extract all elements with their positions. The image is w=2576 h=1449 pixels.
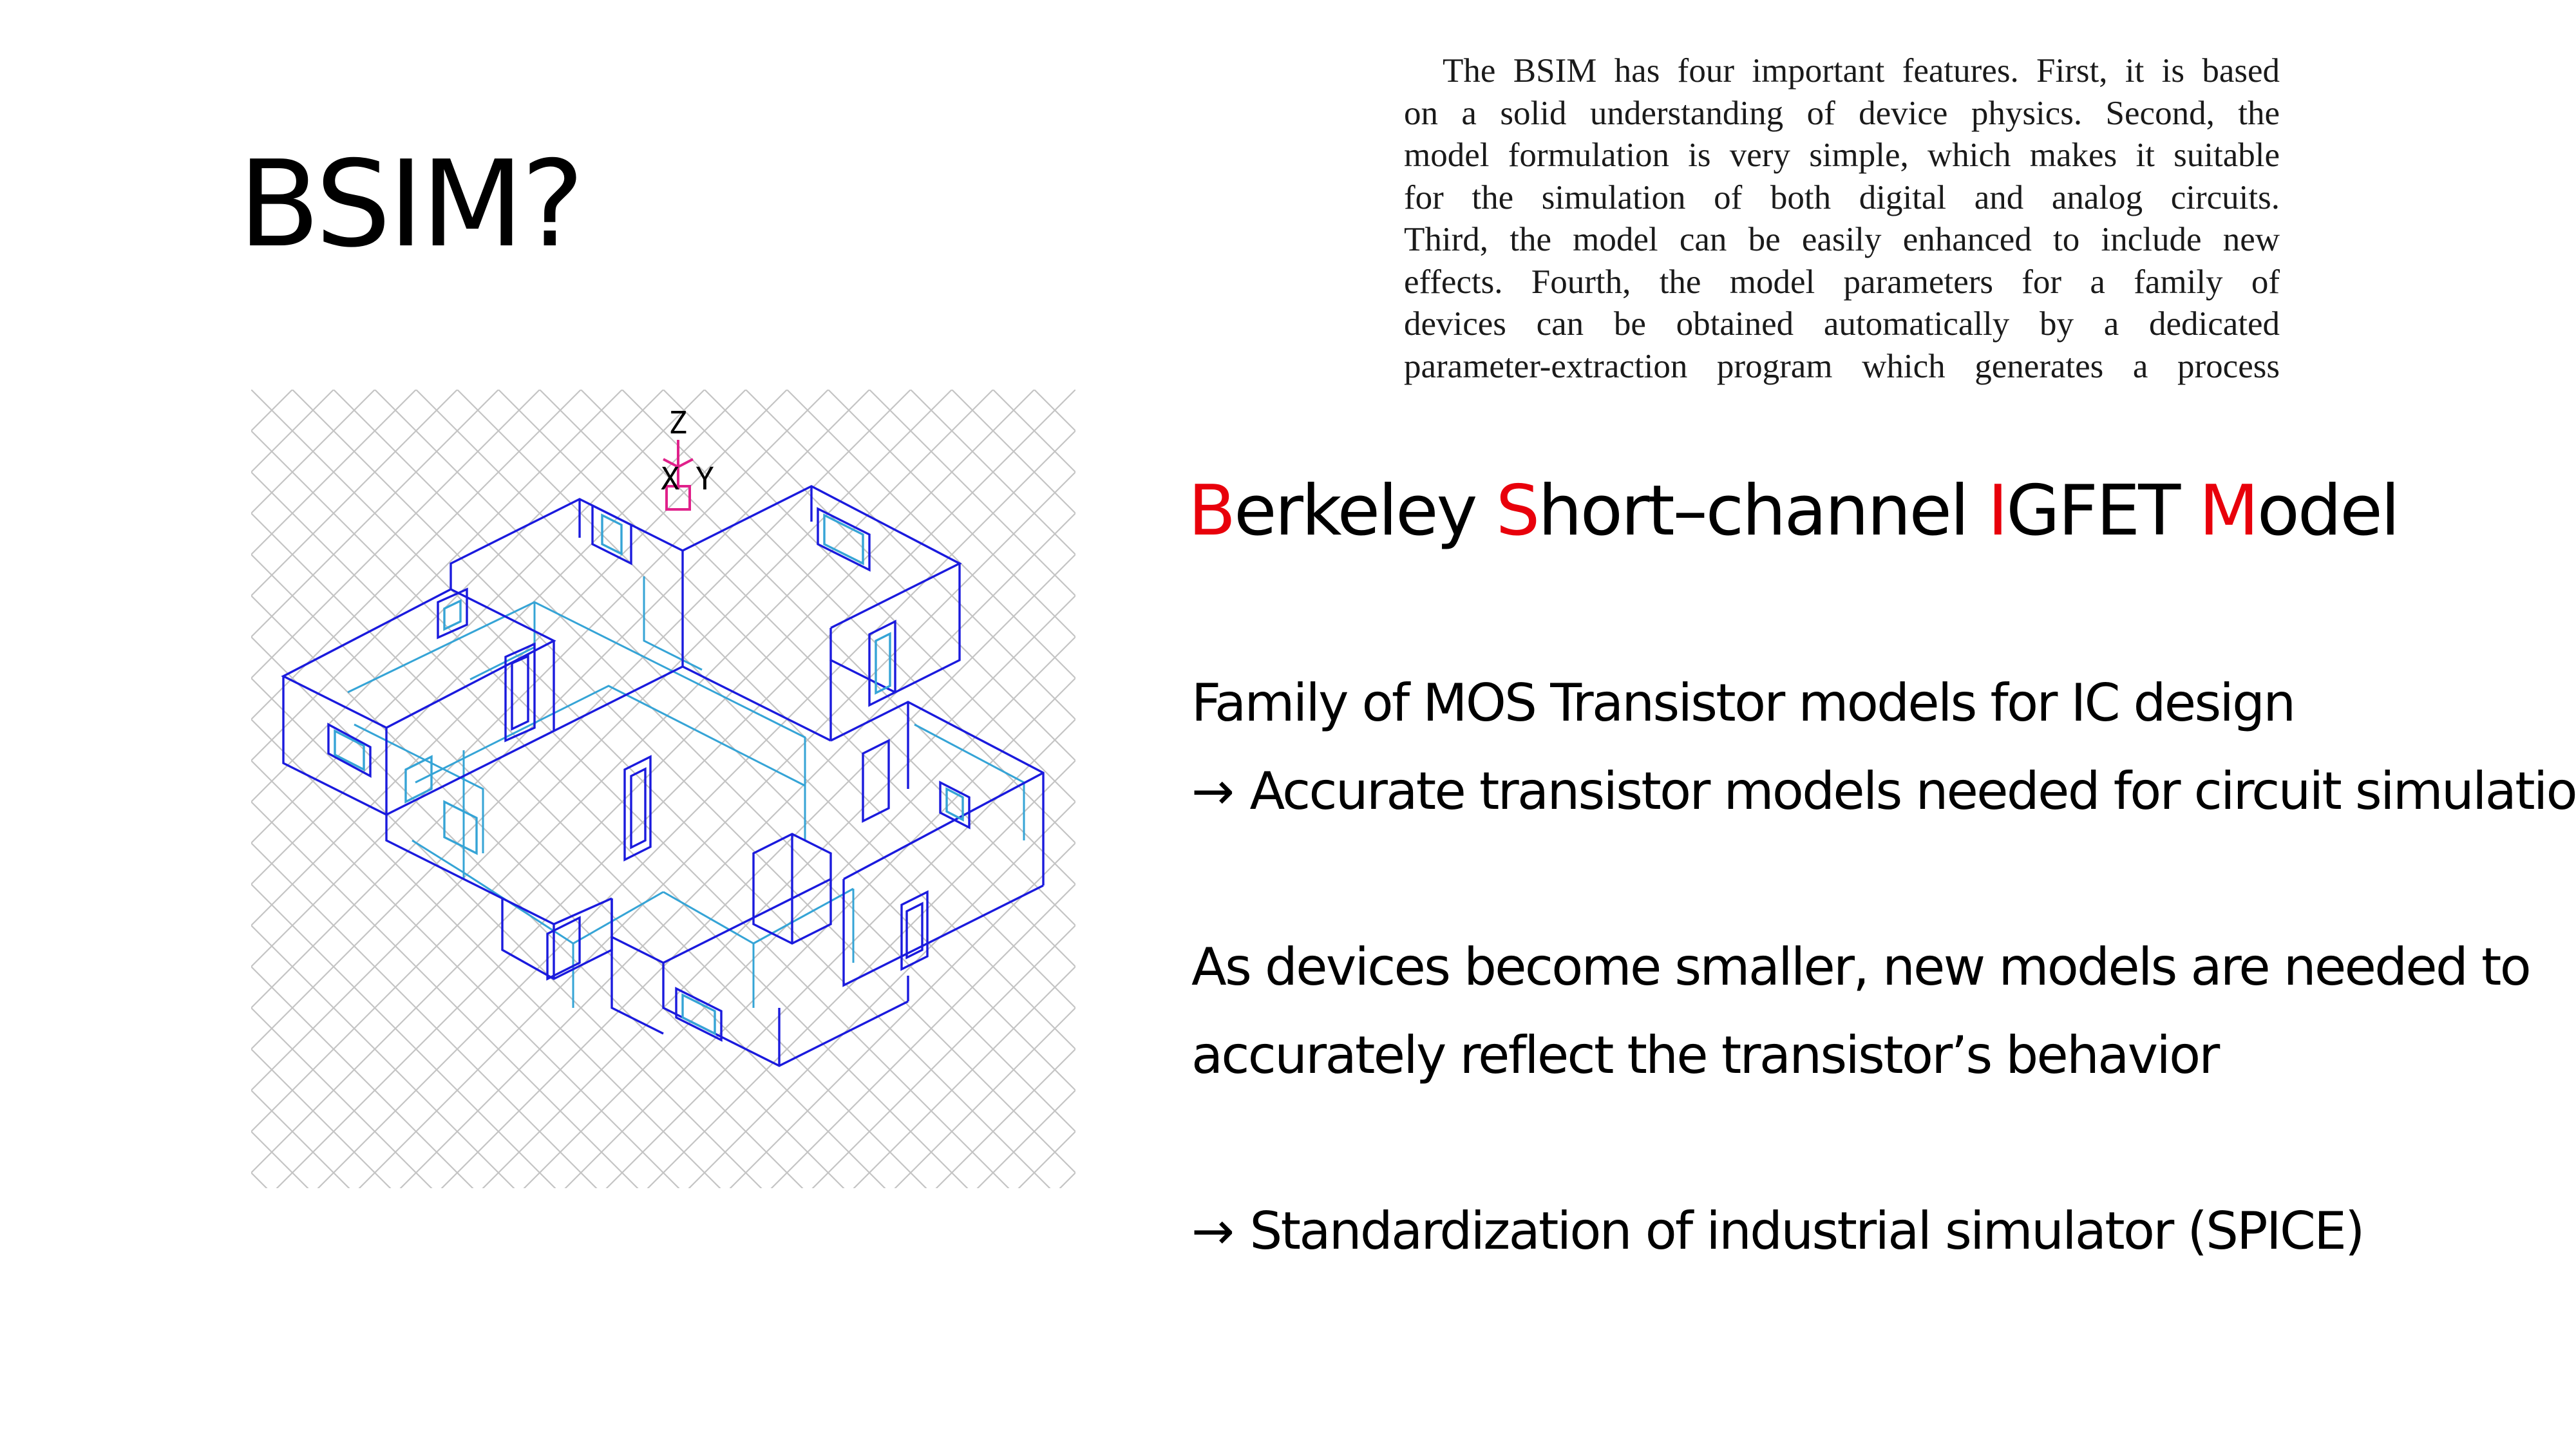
acronym-rest: hort–channel [1538,471,1988,551]
point-standard-text: Standardization of industrial simulator … [1249,1201,2365,1261]
paper-line: parameter-extraction program which gener… [1404,347,2280,385]
window-rectangles [327,504,971,1042]
point-standard: → Standardization of industrial simulator… [1191,1201,2365,1261]
outer-frame-lines [281,485,1045,1067]
point-family: Family of MOS Transistor models for IC d… [1191,673,2296,733]
acronym-initial-b: B [1188,471,1236,551]
isometric-wireframe-figure: Z X Y [251,390,1075,1188]
axis-marker: Z X Y [661,405,714,511]
paper-line: devices can be obtained automatically by… [1404,305,2280,343]
acronym-rest: odel [2257,471,2400,551]
point-accurate-text: Accurate transistor models needed for ci… [1249,761,2576,821]
arrow-icon: → [1191,761,1235,821]
acronym-rest: erkeley [1234,471,1496,551]
acronym-initial-i: I [1987,471,2008,551]
arrow-icon: → [1191,1201,1235,1261]
point-accurate: → Accurate transistor models needed for c… [1191,763,2576,820]
acronym-initial-m: M [2199,471,2259,551]
paper-line: on a solid understanding of device physi… [1404,94,2280,132]
acronym-initial-s: S [1495,471,1540,551]
paper-line: effects. Fourth, the model parameters fo… [1404,263,2280,301]
paper-line: for the simulation of both digital and a… [1404,178,2280,216]
point-smaller-line2: accurately reflect the transistor’s beha… [1191,1025,2220,1085]
paper-excerpt: The BSIM has four important features. Fi… [1404,50,2280,388]
acronym-rest: GFET [2006,471,2199,551]
axis-label-y: Y [696,461,714,497]
acronym-expansion: Berkeley Short–channel IGFET Model [1188,471,2400,551]
axis-label-z: Z [668,405,687,441]
paper-line: The BSIM has four important features. Fi… [1443,52,2280,90]
grid-background [251,390,1075,1188]
axis-label-x: X [661,461,679,497]
slide-title: BSIM? [238,135,584,274]
paper-line: model formulation is very simple, which … [1404,137,2280,174]
point-smaller-line1: As devices become smaller, new models ar… [1191,937,2532,997]
paper-line: Third, the model can be easily enhanced … [1404,221,2280,258]
